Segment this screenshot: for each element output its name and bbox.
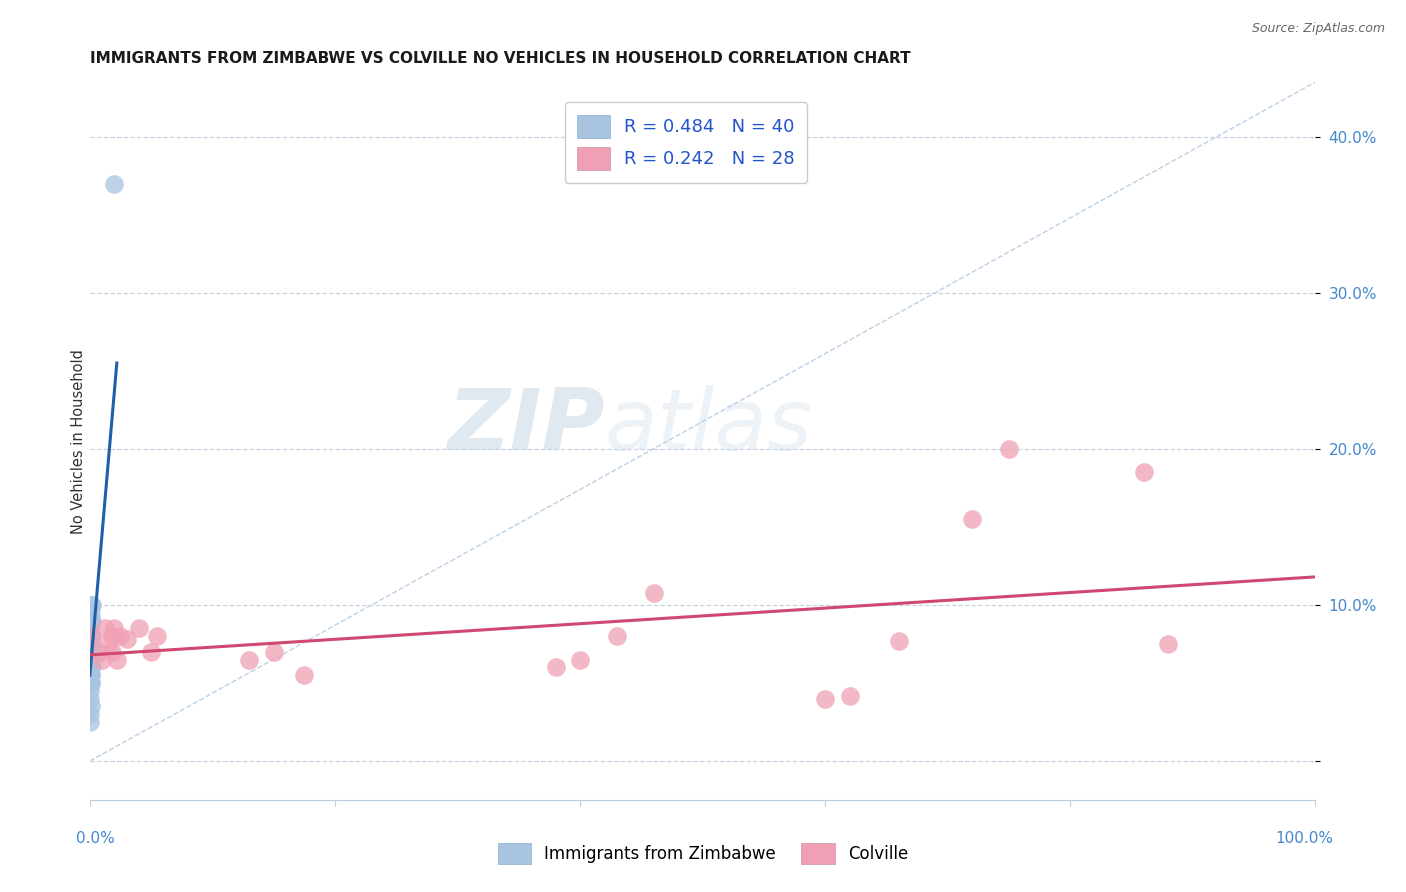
Point <box>80 660 103 674</box>
Point <box>93 621 115 635</box>
Point <box>79 707 101 722</box>
Point <box>80 660 103 674</box>
Point <box>80 652 103 666</box>
Point <box>1132 466 1154 480</box>
Point <box>80 660 103 674</box>
Text: atlas: atlas <box>605 385 813 468</box>
Point <box>80 629 103 643</box>
Y-axis label: No Vehicles in Household: No Vehicles in Household <box>72 349 86 533</box>
Point <box>79 676 101 690</box>
Point <box>1157 637 1180 651</box>
Point <box>89 645 111 659</box>
Point <box>887 633 910 648</box>
Point <box>82 629 104 643</box>
Point <box>146 629 169 643</box>
Point <box>238 652 260 666</box>
Point <box>115 632 138 647</box>
Point <box>80 629 103 643</box>
Point <box>80 637 103 651</box>
Point <box>79 645 101 659</box>
Point <box>103 177 125 191</box>
Text: 0.0%: 0.0% <box>76 831 115 847</box>
Point <box>80 676 103 690</box>
Point <box>105 652 128 666</box>
Point <box>80 629 103 643</box>
Point <box>80 598 103 612</box>
Point <box>79 621 101 635</box>
Point <box>79 668 101 682</box>
Point <box>79 652 101 666</box>
Point <box>606 629 628 643</box>
Point <box>80 637 103 651</box>
Point <box>80 598 103 612</box>
Text: 100.0%: 100.0% <box>1275 831 1334 847</box>
Text: IMMIGRANTS FROM ZIMBABWE VS COLVILLE NO VEHICLES IN HOUSEHOLD CORRELATION CHART: IMMIGRANTS FROM ZIMBABWE VS COLVILLE NO … <box>90 51 911 66</box>
Point <box>79 683 101 698</box>
Point <box>80 660 103 674</box>
Point <box>80 676 103 690</box>
Point <box>80 614 103 628</box>
Point <box>80 637 103 651</box>
Point <box>80 699 103 714</box>
Point <box>110 629 132 643</box>
Point <box>79 691 101 706</box>
Point <box>998 442 1021 456</box>
Point <box>544 660 567 674</box>
Point <box>79 629 101 643</box>
Legend: Immigrants from Zimbabwe, Colville: Immigrants from Zimbabwe, Colville <box>491 837 915 871</box>
Point <box>960 512 983 526</box>
Point <box>80 629 103 643</box>
Point <box>263 645 285 659</box>
Point <box>128 621 150 635</box>
Point <box>80 660 103 674</box>
Point <box>643 585 665 599</box>
Point <box>80 614 103 628</box>
Point <box>139 645 162 659</box>
Point <box>80 629 103 643</box>
Point <box>101 629 124 643</box>
Point <box>79 714 101 729</box>
Point <box>292 668 315 682</box>
Point <box>80 645 103 659</box>
Point <box>80 668 103 682</box>
Point <box>103 621 125 635</box>
Point <box>80 668 103 682</box>
Point <box>79 645 101 659</box>
Point <box>80 660 103 674</box>
Text: ZIP: ZIP <box>447 385 605 468</box>
Point <box>80 614 103 628</box>
Point <box>80 645 103 659</box>
Point <box>814 691 837 706</box>
Point <box>91 652 114 666</box>
Point <box>569 652 592 666</box>
Text: Source: ZipAtlas.com: Source: ZipAtlas.com <box>1251 22 1385 36</box>
Point <box>80 606 103 620</box>
Point <box>97 637 120 651</box>
Legend: R = 0.484   N = 40, R = 0.242   N = 28: R = 0.484 N = 40, R = 0.242 N = 28 <box>565 102 807 183</box>
Point <box>838 689 860 703</box>
Point <box>101 645 124 659</box>
